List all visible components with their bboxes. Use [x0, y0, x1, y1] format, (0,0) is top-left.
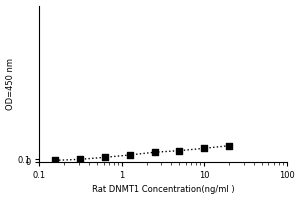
X-axis label: Rat DNMT1 Concentration(ng/ml ): Rat DNMT1 Concentration(ng/ml ): [92, 185, 234, 194]
Point: [53, 159, 58, 162]
Point: [226, 144, 231, 147]
Y-axis label: OD=450 nm: OD=450 nm: [6, 58, 15, 110]
Point: [152, 151, 157, 154]
Point: [128, 153, 132, 157]
Point: [202, 147, 207, 150]
Point: [103, 156, 107, 159]
Point: [177, 149, 182, 152]
Point: [78, 158, 83, 161]
